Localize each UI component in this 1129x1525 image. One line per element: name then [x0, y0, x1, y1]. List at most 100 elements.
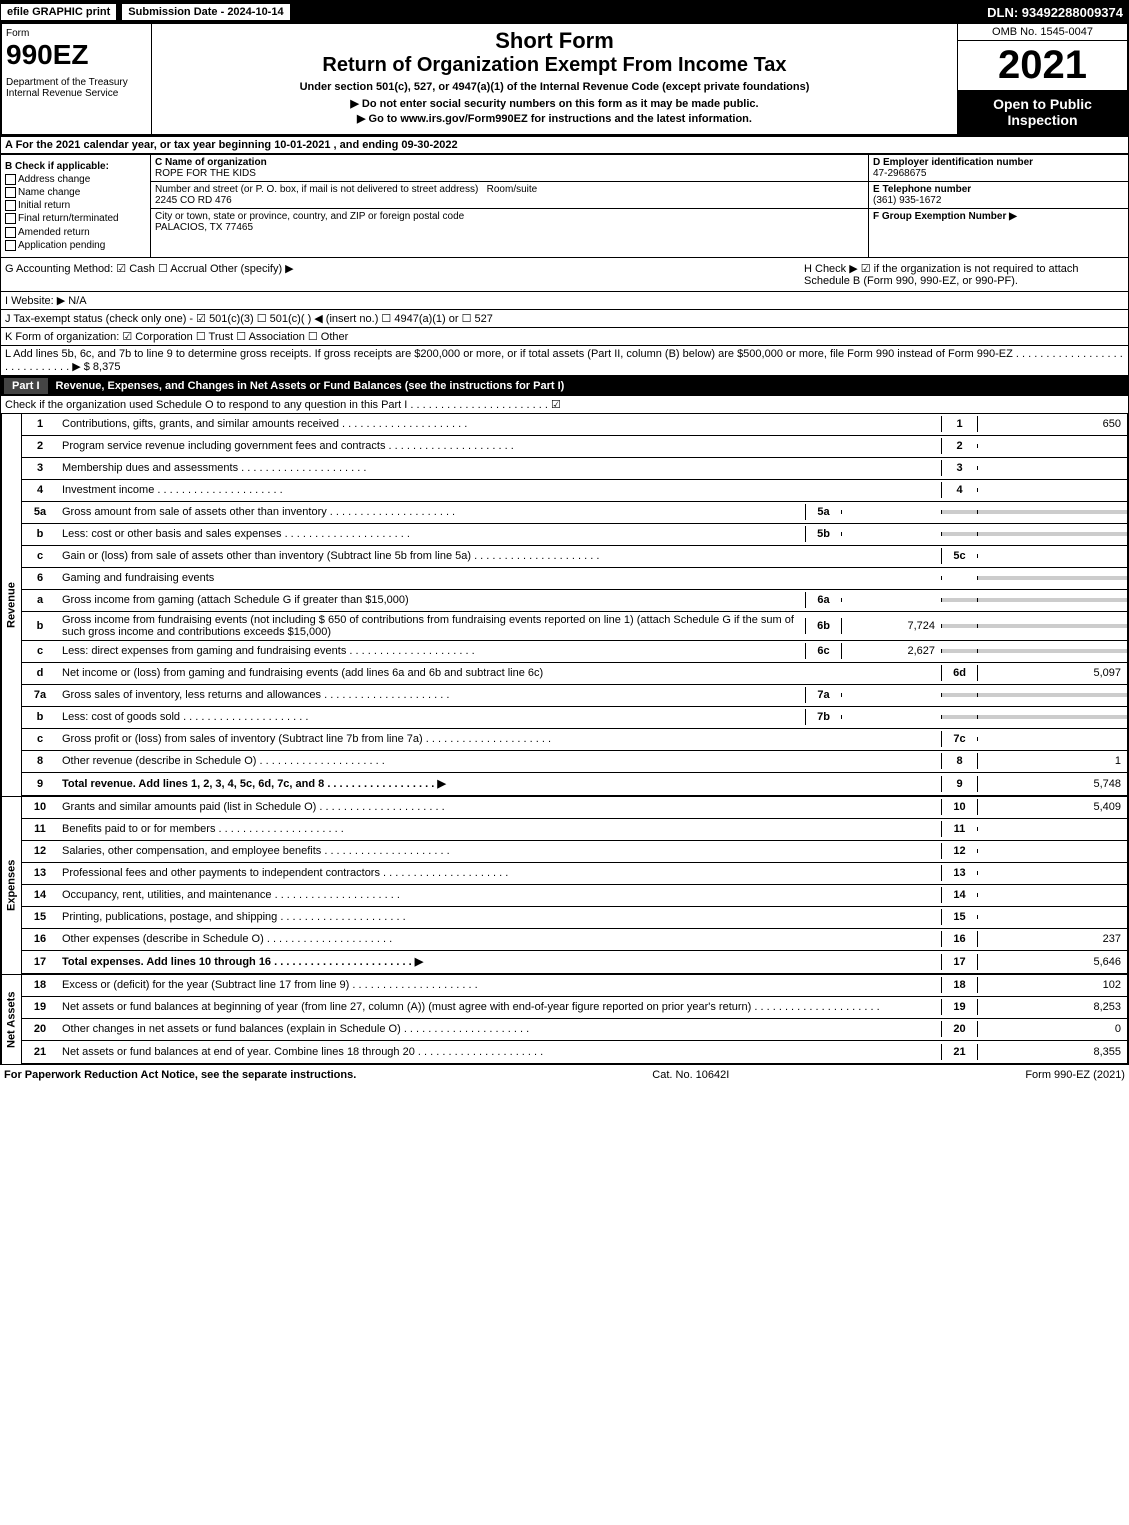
dln: DLN: 93492288009374 [987, 5, 1129, 20]
line-desc: Program service revenue including govern… [58, 438, 941, 454]
line-num: 17 [22, 954, 58, 970]
line-desc: Benefits paid to or for members [58, 821, 941, 837]
line-val-shaded [977, 510, 1127, 514]
line-desc: Less: cost or other basis and sales expe… [58, 526, 805, 542]
line-col: 19 [941, 999, 977, 1015]
b-item: Address change [18, 174, 90, 185]
submission-date: Submission Date - 2024-10-14 [121, 3, 290, 21]
line-val-shaded [977, 576, 1127, 580]
section-h: H Check ▶ ☑ if the organization is not r… [804, 262, 1124, 287]
line-num: 14 [22, 887, 58, 903]
line-val: 0 [977, 1021, 1127, 1037]
line-val-shaded [977, 598, 1127, 602]
line-desc: Gain or (loss) from sale of assets other… [58, 548, 941, 564]
sub-val [841, 510, 941, 514]
c-city-label: City or town, state or province, country… [155, 211, 464, 222]
line-desc: Less: direct expenses from gaming and fu… [58, 643, 805, 659]
line-num: 2 [22, 438, 58, 454]
line-desc: Professional fees and other payments to … [58, 865, 941, 881]
line-desc: Net assets or fund balances at end of ye… [58, 1044, 941, 1060]
line-desc: Occupancy, rent, utilities, and maintena… [58, 887, 941, 903]
line-num: c [22, 643, 58, 659]
line-col-shaded [941, 598, 977, 602]
revenue-vlabel: Revenue [1, 414, 21, 796]
line-val [977, 488, 1127, 492]
line-val: 8,253 [977, 999, 1127, 1015]
line-col: 11 [941, 821, 977, 837]
line-val-shaded [977, 649, 1127, 653]
sub-val: 7,724 [841, 618, 941, 634]
line-col: 4 [941, 482, 977, 498]
line-num: 8 [22, 753, 58, 769]
section-l: L Add lines 5b, 6c, and 7b to line 9 to … [0, 346, 1129, 376]
line-val: 8,355 [977, 1044, 1127, 1060]
tax-year: 2021 [958, 41, 1127, 90]
line-num: 12 [22, 843, 58, 859]
org-city: PALACIOS, TX 77465 [155, 222, 253, 233]
line-col: 20 [941, 1021, 977, 1037]
section-a: A For the 2021 calendar year, or tax yea… [0, 136, 1129, 154]
b-item: Application pending [18, 240, 105, 251]
line-desc: Printing, publications, postage, and shi… [58, 909, 941, 925]
address-change-checkbox[interactable] [5, 174, 16, 185]
initial-return-checkbox[interactable] [5, 200, 16, 211]
application-pending-checkbox[interactable] [5, 240, 16, 251]
revenue-section: Revenue 1Contributions, gifts, grants, a… [0, 414, 1129, 797]
line-val-shaded [977, 715, 1127, 719]
ssn-note: ▶ Do not enter social security numbers o… [156, 97, 953, 110]
line-num: 11 [22, 821, 58, 837]
ein: 47-2968675 [873, 168, 926, 179]
footer-center: Cat. No. 10642I [652, 1069, 729, 1081]
footer: For Paperwork Reduction Act Notice, see … [0, 1065, 1129, 1085]
line-desc: Net income or (loss) from gaming and fun… [58, 665, 941, 681]
line-val: 5,097 [977, 665, 1127, 681]
line-val [977, 827, 1127, 831]
line-col: 10 [941, 799, 977, 815]
phone: (361) 935-1672 [873, 195, 941, 206]
line-num: d [22, 665, 58, 681]
c-name-label: C Name of organization [155, 157, 267, 168]
section-b-label: B Check if applicable: [5, 161, 109, 172]
expenses-vlabel: Expenses [1, 797, 21, 974]
sub-col: 7a [805, 687, 841, 703]
line-col-shaded [941, 624, 977, 628]
name-change-checkbox[interactable] [5, 187, 16, 198]
b-item: Initial return [18, 200, 70, 211]
line-col: 14 [941, 887, 977, 903]
line-num: b [22, 709, 58, 725]
line-num: b [22, 526, 58, 542]
line-col-shaded [941, 510, 977, 514]
header-right: OMB No. 1545-0047 2021 Open to Public In… [957, 24, 1127, 134]
line-num: 7a [22, 687, 58, 703]
line-num: 18 [22, 977, 58, 993]
c-street-label: Number and street (or P. O. box, if mail… [155, 184, 478, 195]
line-num: 13 [22, 865, 58, 881]
section-j: J Tax-exempt status (check only one) - ☑… [0, 310, 1129, 328]
line-col: 18 [941, 977, 977, 993]
final-return-checkbox[interactable] [5, 213, 16, 224]
line-num: 5a [22, 504, 58, 520]
open-to-public: Open to Public Inspection [958, 90, 1127, 134]
amended-return-checkbox[interactable] [5, 227, 16, 238]
b-item: Final return/terminated [18, 214, 119, 225]
line-val [977, 737, 1127, 741]
line-desc: Gross amount from sale of assets other t… [58, 504, 805, 520]
line-val [977, 444, 1127, 448]
line-desc: Net assets or fund balances at beginning… [58, 999, 941, 1015]
netassets-section: Net Assets 18Excess or (deficit) for the… [0, 975, 1129, 1065]
form-header: Form 990EZ Department of the Treasury In… [0, 24, 1129, 136]
section-b: B Check if applicable: Address change Na… [1, 155, 151, 257]
efile-print-button[interactable]: efile GRAPHIC print [0, 3, 117, 21]
line-desc: Total revenue. Add lines 1, 2, 3, 4, 5c,… [58, 775, 941, 792]
line-desc: Other expenses (describe in Schedule O) [58, 931, 941, 947]
line-num: c [22, 548, 58, 564]
line-col: 8 [941, 753, 977, 769]
line-desc: Gaming and fundraising events [58, 570, 941, 586]
sub-col: 5b [805, 526, 841, 542]
sub-col: 6a [805, 592, 841, 608]
sub-val: 2,627 [841, 643, 941, 659]
sub-val [841, 532, 941, 536]
line-col: 7c [941, 731, 977, 747]
line-col-shaded [941, 715, 977, 719]
line-num: a [22, 592, 58, 608]
